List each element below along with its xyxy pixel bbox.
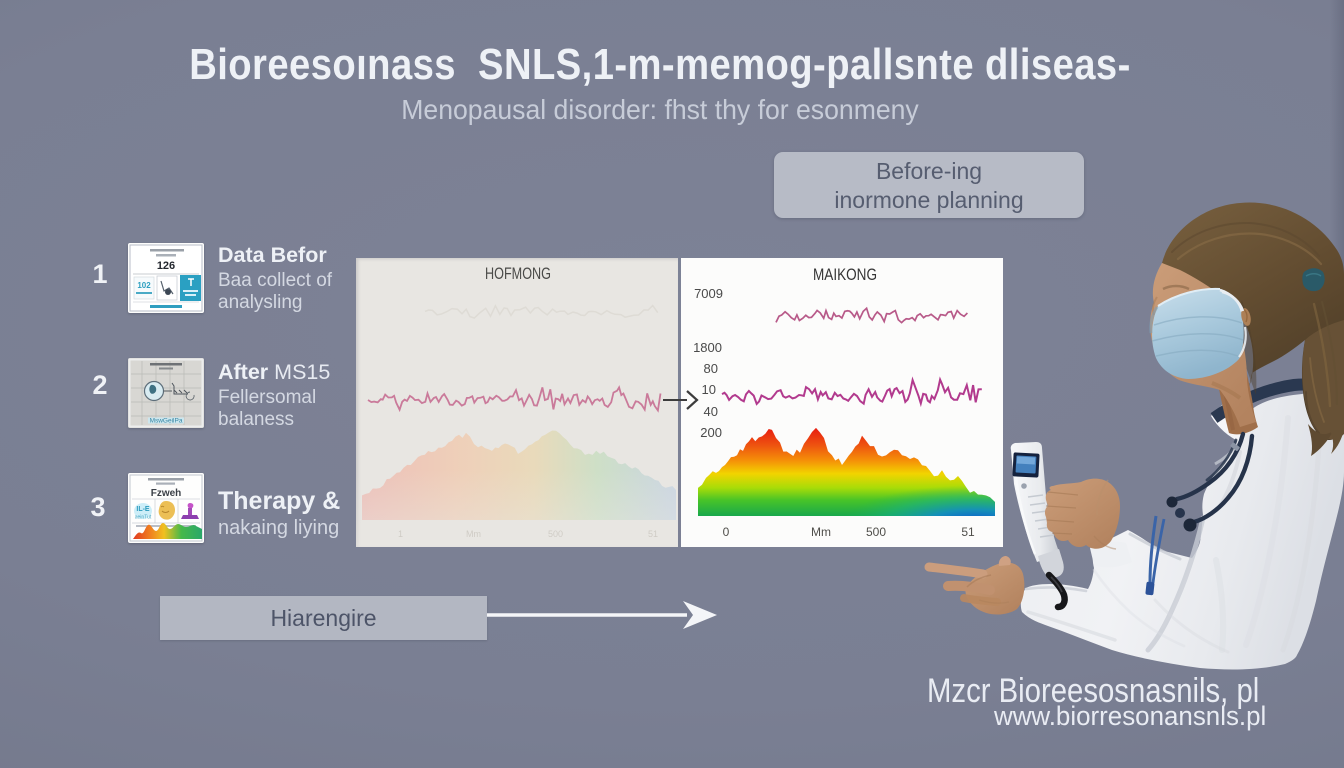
svg-text:126: 126 xyxy=(157,260,175,272)
svg-text:80: 80 xyxy=(704,361,718,376)
svg-text:0: 0 xyxy=(723,525,730,539)
svg-text:MAIKONG: MAIKONG xyxy=(813,265,877,284)
svg-text:200: 200 xyxy=(700,425,722,440)
svg-text:500: 500 xyxy=(548,529,563,539)
svg-text:Fzweh: Fzweh xyxy=(151,488,182,499)
svg-text:1: 1 xyxy=(398,529,403,539)
svg-text:aeinTut: aeinTut xyxy=(135,515,152,521)
svg-text:HOFMONG: HOFMONG xyxy=(485,264,551,283)
svg-text:102: 102 xyxy=(137,281,151,290)
svg-text:MswGeilPa: MswGeilPa xyxy=(150,418,183,425)
svg-text:Mm: Mm xyxy=(466,529,481,539)
svg-text:40: 40 xyxy=(704,404,718,419)
svg-text:500: 500 xyxy=(866,525,886,539)
svg-text:7009: 7009 xyxy=(694,286,723,301)
svg-text:IL-E: IL-E xyxy=(136,506,150,513)
svg-text:51: 51 xyxy=(648,529,658,539)
svg-text:1800: 1800 xyxy=(693,340,722,355)
svg-text:Mm: Mm xyxy=(811,525,831,539)
svg-text:10: 10 xyxy=(702,382,716,397)
svg-text:51: 51 xyxy=(961,525,975,539)
